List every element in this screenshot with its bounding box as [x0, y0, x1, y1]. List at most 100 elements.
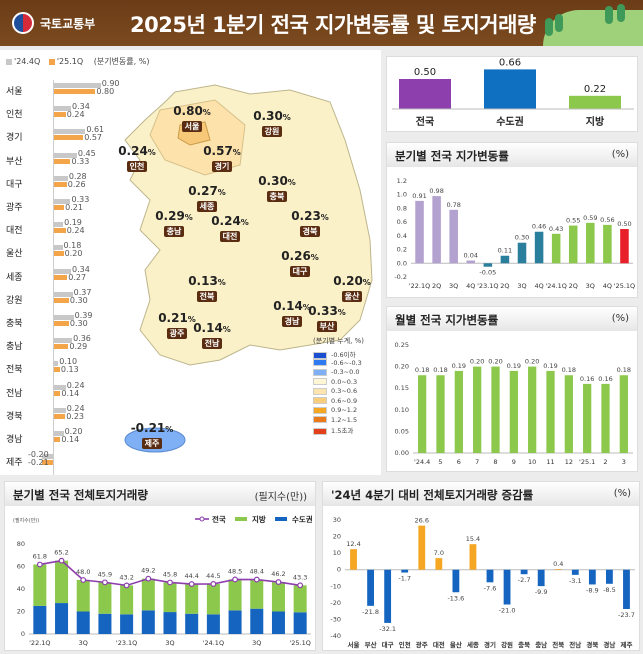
map-region-6[interactable]: 0.29% 충남 — [152, 210, 196, 237]
data-label: 0.16 — [598, 375, 612, 383]
data-label: -21.0 — [499, 607, 516, 615]
data-label: 0.50 — [617, 220, 631, 228]
quarterly-rate-panel: 분기별 전국 지가변동률 (%) -0.2 0.0 0.2 0.4 0.6 0.8 1.0 1… — [386, 142, 638, 298]
bar — [568, 225, 578, 264]
total-label: 61.8 — [33, 552, 47, 560]
data-label: -23.7 — [618, 611, 635, 619]
map-legend-title: (분기별 누계, %) — [313, 337, 364, 345]
total-label: 48.5 — [228, 567, 242, 575]
data-label: -0.05 — [479, 269, 496, 277]
kpi-value: 0.66 — [499, 57, 521, 68]
data-label: -8.5 — [603, 586, 616, 594]
y-axis-label: (필지수(만)) — [13, 517, 39, 524]
kpi-label: 전국 — [416, 115, 434, 128]
map-region-4[interactable]: 0.30% 충북 — [255, 175, 299, 202]
y-tick-label: -40 — [330, 632, 341, 640]
y-tick-label: 0.4 — [397, 232, 407, 240]
bar — [473, 366, 482, 453]
bar — [435, 558, 443, 570]
total-point — [188, 581, 195, 587]
bar-cur — [53, 205, 65, 210]
data-label: 0.55 — [566, 217, 580, 225]
map-region-12[interactable]: 0.21% 광주 — [155, 312, 199, 339]
monthly-rate-title: 월별 전국 지가변동률 — [387, 307, 637, 331]
map-region-7[interactable]: 0.24% 대전 — [208, 215, 252, 242]
map-region-0[interactable]: 0.80% 서울 — [170, 105, 214, 132]
region-label: 경북 — [6, 411, 23, 422]
legend-label: 전국 — [212, 514, 226, 524]
data-label: 0.20 — [470, 358, 484, 366]
total-point — [232, 576, 238, 583]
map-panel: '24.4Q '25.1Q (분기변동률, %) 서울 0.90 0.80 인천 … — [0, 50, 381, 475]
y-tick-label: 0.6 — [397, 218, 407, 226]
map-region-2[interactable]: 0.24% 인천 — [115, 145, 159, 172]
x-tick-label: '22.1Q — [29, 639, 50, 647]
bar-cur — [53, 437, 61, 442]
total-label: 46.2 — [271, 570, 285, 578]
x-tick-label: 경북 — [586, 640, 598, 649]
y-tick-label: -30 — [330, 615, 341, 623]
total-point — [123, 582, 130, 589]
percent-sign: % — [310, 253, 319, 262]
x-tick-label: 5 — [438, 458, 442, 466]
data-label: 0.59 — [583, 214, 597, 222]
x-tick-label: 전남 — [569, 640, 581, 649]
value-cur: 0.14 — [61, 388, 80, 398]
map-region-15[interactable]: 0.33% 부산 — [305, 305, 349, 332]
bar — [452, 569, 460, 593]
bar — [588, 569, 596, 585]
kpi-bar — [399, 79, 451, 109]
region-value: 0.30 — [253, 109, 283, 123]
bar-cur — [53, 344, 69, 350]
map-legend-label: 0.3~0.6 — [331, 387, 358, 395]
bar-prev — [53, 407, 66, 413]
y-tick-label: -10 — [330, 582, 341, 590]
map-region-9[interactable]: 0.26% 대구 — [278, 250, 322, 277]
total-label: 65.2 — [54, 549, 68, 557]
legend-swatch — [235, 517, 247, 521]
value-cur: 0.80 — [96, 87, 115, 96]
x-tick-label: 강원 — [501, 640, 513, 649]
map-region-1[interactable]: 0.30% 강원 — [250, 110, 294, 137]
legend-label: 지방 — [252, 514, 266, 524]
x-tick-label: 3 — [622, 458, 626, 466]
map-region-8[interactable]: 0.23% 경북 — [288, 210, 332, 237]
map-region-11[interactable]: 0.20% 울산 — [330, 275, 374, 302]
map-region-5[interactable]: 0.27% 세종 — [185, 185, 229, 212]
map-region-10[interactable]: 0.13% 전북 — [185, 275, 229, 302]
map-region-13[interactable]: 0.14% 전남 — [190, 322, 234, 349]
data-label: -9.9 — [535, 588, 548, 596]
map-legend: (분기별 누계, %) -0.6이하 -0.6~-0.3 -0.3~0.0 0.0~0… — [313, 336, 364, 435]
value-prev: -0.20 — [28, 450, 49, 460]
y-tick-label: 0.10 — [395, 406, 409, 414]
x-tick-label: 2Q — [500, 282, 509, 290]
y-tick-label: 0.00 — [395, 449, 409, 457]
kpi-value: 0.50 — [414, 67, 436, 78]
map-legend-item: -0.6이하 — [313, 349, 364, 359]
x-tick-label: 2 — [603, 458, 607, 466]
value-prev: 0.36 — [73, 334, 91, 344]
value-cur: 0.33 — [71, 156, 90, 166]
map-region-16[interactable]: -0.21% 제주 — [130, 422, 174, 449]
bar-prev — [53, 83, 101, 88]
x-tick-label: 6 — [457, 458, 461, 466]
bar-prev — [53, 222, 64, 228]
bar-capital — [293, 612, 307, 634]
bar-cur — [53, 274, 68, 280]
map-legend-item: 0.6~0.9 — [313, 397, 364, 407]
total-label: 43.2 — [119, 573, 133, 581]
bar-capital — [228, 610, 242, 634]
bar-cur — [53, 181, 67, 187]
data-label: 0.4 — [553, 560, 563, 568]
bar — [418, 375, 427, 453]
region-name-tag: 제주 — [141, 438, 163, 449]
percent-sign: % — [362, 278, 371, 287]
total-label: 44.5 — [206, 572, 220, 580]
map-region-3[interactable]: 0.57% 경기 — [200, 145, 244, 172]
map-region-14[interactable]: 0.14% 경남 — [270, 300, 314, 327]
total-label: 48.4 — [250, 568, 264, 576]
x-tick-label: '22.1Q — [409, 282, 430, 290]
map-legend-label: 0.6~0.9 — [331, 396, 358, 405]
region-value: 0.13 — [188, 274, 218, 288]
data-label: 12.4 — [346, 540, 360, 548]
